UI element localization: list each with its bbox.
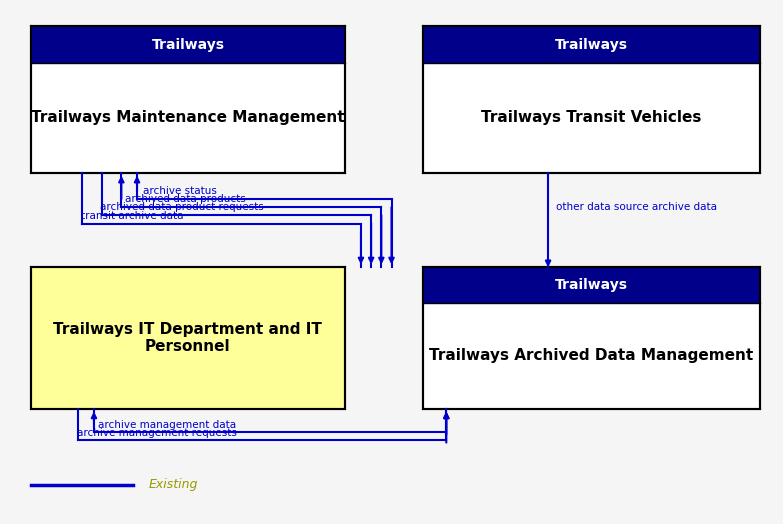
Text: other data source archive data: other data source archive data xyxy=(556,202,717,212)
Text: archive management data: archive management data xyxy=(98,420,236,430)
Bar xyxy=(423,26,760,63)
Text: archived data products: archived data products xyxy=(125,194,246,204)
Text: Trailways: Trailways xyxy=(151,38,225,51)
Bar xyxy=(423,267,760,303)
Text: archive status: archive status xyxy=(143,187,217,196)
Bar xyxy=(31,26,345,173)
Text: Trailways Maintenance Management: Trailways Maintenance Management xyxy=(31,111,345,125)
Text: Trailways: Trailways xyxy=(554,278,628,292)
Bar xyxy=(31,26,345,63)
Text: transit archive data: transit archive data xyxy=(81,211,183,221)
Text: Trailways Archived Data Management: Trailways Archived Data Management xyxy=(429,348,753,363)
Bar xyxy=(423,267,760,409)
Text: archived data product requests: archived data product requests xyxy=(100,202,264,212)
Text: archive management requests: archive management requests xyxy=(77,428,236,438)
Text: Trailways Transit Vehicles: Trailways Transit Vehicles xyxy=(481,111,702,125)
Text: Trailways IT Department and IT
Personnel: Trailways IT Department and IT Personnel xyxy=(53,322,323,354)
Bar xyxy=(31,267,345,409)
Text: Trailways: Trailways xyxy=(554,38,628,51)
Text: Existing: Existing xyxy=(149,478,198,491)
Bar xyxy=(423,26,760,173)
